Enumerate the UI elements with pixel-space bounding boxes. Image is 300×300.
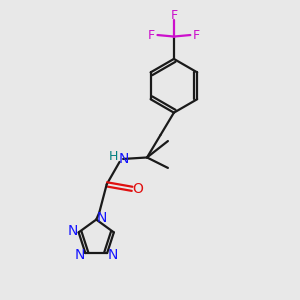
Text: F: F xyxy=(170,9,178,22)
Text: H: H xyxy=(109,150,118,163)
Text: F: F xyxy=(148,28,155,41)
Text: F: F xyxy=(193,28,200,41)
Text: N: N xyxy=(107,248,118,262)
Text: N: N xyxy=(118,152,129,166)
Text: N: N xyxy=(74,248,85,262)
Text: N: N xyxy=(68,224,78,238)
Text: O: O xyxy=(133,182,143,196)
Text: N: N xyxy=(96,211,107,225)
